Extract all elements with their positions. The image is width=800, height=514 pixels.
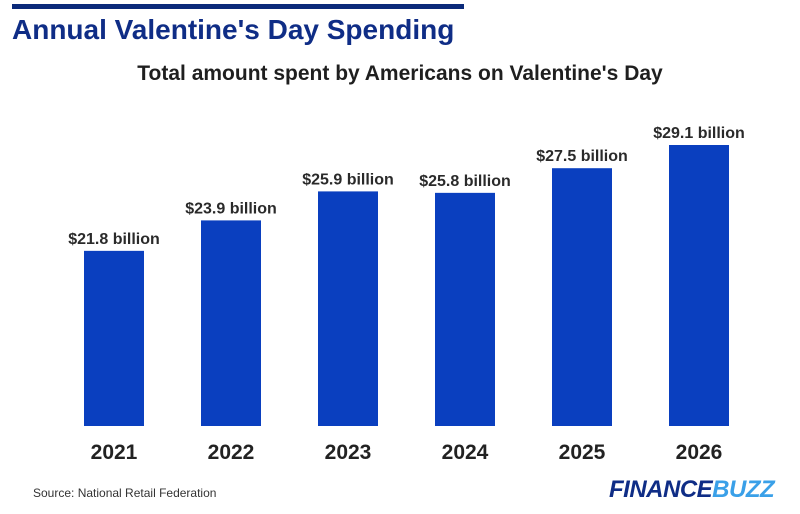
bar-2025 [552,168,612,426]
data-label-2025: $27.5 billion [536,148,628,165]
chart-title: Total amount spent by Americans on Valen… [137,62,663,85]
page-title: Annual Valentine's Day Spending [12,14,455,45]
logo-text-finance: FINANCE [609,476,713,503]
x-tick-2024: 2024 [442,441,489,464]
data-label-2022: $23.9 billion [185,200,277,217]
data-label-2021: $21.8 billion [68,231,160,248]
top-rule [12,4,464,9]
x-tick-2023: 2023 [325,441,372,464]
data-label-2023: $25.9 billion [302,171,394,188]
logo-text-buzz: BUZZ [712,476,775,503]
data-label-2026: $29.1 billion [653,125,745,142]
x-tick-2021: 2021 [91,441,138,464]
x-tick-2022: 2022 [208,441,255,464]
data-label-2024: $25.8 billion [419,173,511,190]
bar-2021 [84,250,144,426]
x-tick-2026: 2026 [676,441,723,464]
financebuzz-logo: FINANCEBUZZ [609,476,775,504]
x-tick-2025: 2025 [559,441,606,464]
bar-2024 [435,192,495,426]
bar-2023 [318,191,378,426]
bar-2026 [669,145,729,426]
source-note: Source: National Retail Federation [33,486,217,500]
bar-2022 [201,220,261,426]
